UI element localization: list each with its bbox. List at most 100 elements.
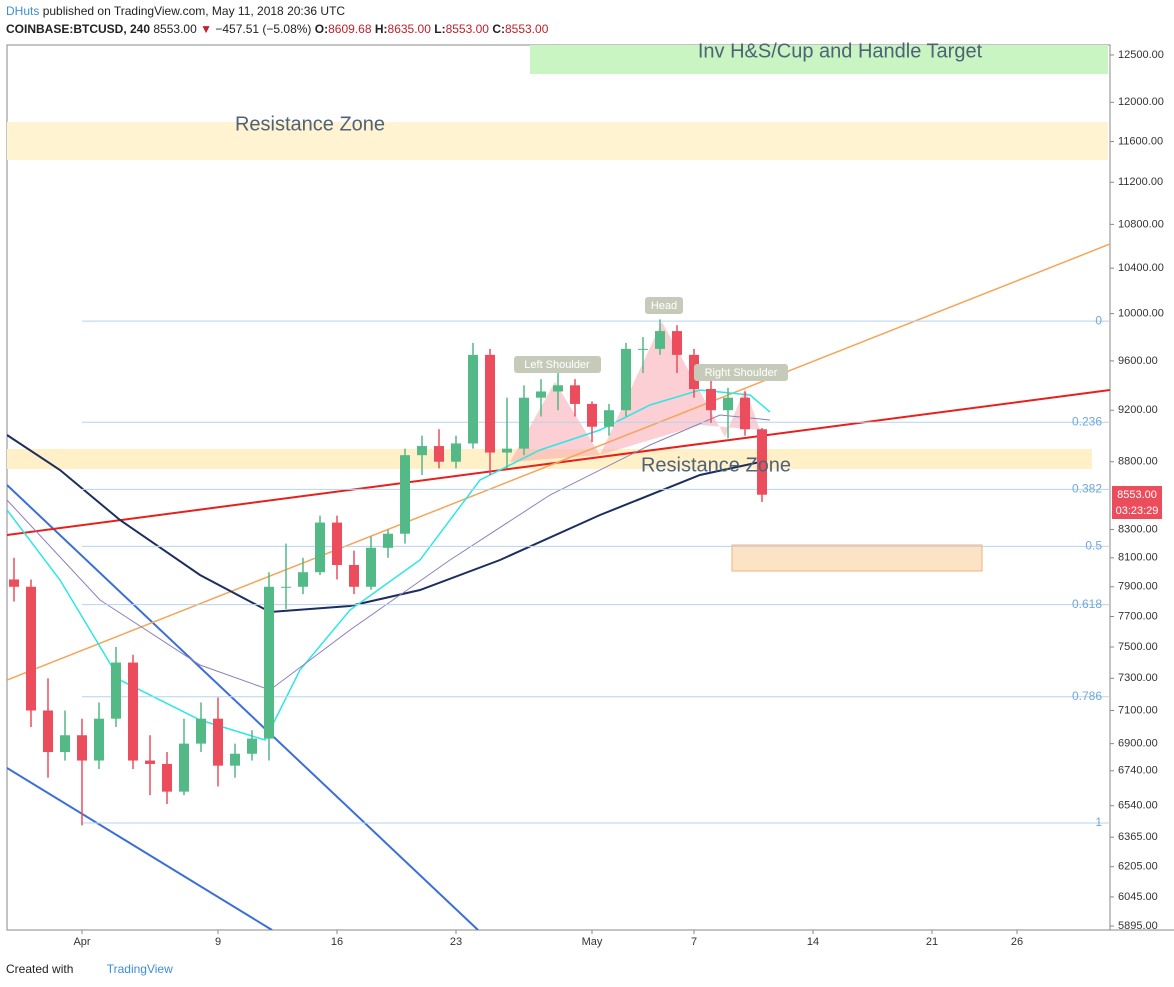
candle-body: [706, 388, 716, 411]
candle-body: [740, 397, 750, 430]
y-tick-label: 7900.00: [1118, 581, 1158, 593]
y-tick-label: 5895.00: [1118, 920, 1158, 932]
candle-body: [655, 331, 665, 349]
timer-text: 03:23:29: [1116, 505, 1159, 517]
candle-body: [604, 410, 614, 427]
c-label: C:: [492, 22, 505, 36]
x-tick-label: 16: [331, 936, 343, 948]
candle-body: [60, 735, 70, 753]
x-tick-label: 26: [1011, 936, 1023, 948]
author[interactable]: DHuts: [6, 4, 40, 18]
y-tick-label: 6900.00: [1118, 738, 1158, 750]
target-zone: [530, 45, 1108, 74]
fib-label: 1: [1095, 815, 1102, 829]
y-tick-label: 11600.00: [1118, 135, 1163, 147]
fib-label: 0.786: [1072, 689, 1102, 703]
candle-body: [638, 348, 648, 350]
candle-body: [298, 572, 308, 587]
y-tick-label: 6740.00: [1118, 765, 1158, 777]
y-tick-label: 12500.00: [1118, 49, 1164, 61]
fib-label: 0.5: [1085, 539, 1102, 553]
y-tick-label: 10800.00: [1118, 218, 1164, 230]
annotation: Right Shoulder: [705, 367, 778, 379]
y-tick-label: 10400.00: [1118, 262, 1164, 274]
resistance-zone: [7, 449, 1092, 469]
resistance-zone: [7, 122, 1108, 160]
candle-body: [757, 429, 767, 495]
y-tick-label: 8800.00: [1118, 456, 1158, 468]
candle-body: [723, 397, 733, 411]
candle-body: [43, 710, 53, 753]
plot-layer: [7, 45, 1110, 930]
candle-body: [77, 735, 87, 761]
candle-body: [349, 564, 359, 587]
y-tick-label: 7300.00: [1118, 672, 1158, 684]
y-tick-label: 12000.00: [1118, 96, 1164, 108]
candle-body: [468, 354, 478, 444]
symbol: COINBASE:BTCUSD, 240: [6, 22, 151, 36]
x-tick-label: May: [582, 936, 603, 948]
pattern-fill: [510, 322, 760, 462]
x-tick-label: 14: [807, 936, 819, 948]
x-tick-label: 23: [450, 936, 462, 948]
brand[interactable]: TradingView: [106, 962, 173, 976]
candle-body: [434, 446, 444, 462]
candle-body: [94, 718, 104, 761]
annotation: Resistance Zone: [641, 454, 791, 476]
fib-label: 0.382: [1072, 481, 1102, 495]
candle-body: [213, 718, 223, 766]
candle-body: [230, 753, 240, 766]
published: published on TradingView.com, May 11, 20…: [42, 4, 346, 18]
price-badge-text: 8553.00: [1117, 489, 1157, 501]
footer: Created with TradingView: [6, 962, 173, 976]
candle-body: [383, 533, 393, 548]
candle-body: [417, 446, 427, 456]
annotation: Left Shoulder: [524, 359, 590, 371]
candle-body: [332, 522, 342, 565]
y-tick-label: 9600.00: [1118, 355, 1158, 367]
y-tick-label: 9200.00: [1118, 404, 1158, 416]
candle-body: [247, 738, 257, 754]
candle-body: [536, 391, 546, 398]
price-badge: [1112, 486, 1162, 503]
candle-body: [366, 547, 376, 587]
y-tick-label: 11200.00: [1118, 176, 1163, 188]
y-tick-label: 7500.00: [1118, 641, 1158, 653]
x-tick-label: 7: [691, 936, 697, 948]
candle-body: [400, 455, 410, 534]
candle-body: [587, 403, 597, 427]
fib-label: 0.236: [1072, 414, 1102, 428]
plot-frame: [6, 44, 1111, 931]
candle-body: [264, 586, 274, 739]
candle-body: [128, 662, 138, 761]
y-tick-label: 7100.00: [1118, 704, 1158, 716]
timer-badge: [1112, 503, 1162, 519]
candle-body: [672, 331, 682, 355]
change: −457.51 (−5.08%): [215, 22, 312, 36]
o: 8609.68: [328, 22, 372, 36]
label-bg: [645, 297, 683, 314]
y-tick-label: 6365.00: [1118, 831, 1158, 843]
candle-body: [26, 586, 36, 711]
header-line: DHuts published on TradingView.com, May …: [6, 4, 345, 18]
y-tick-label: 10000.00: [1118, 307, 1164, 319]
channel-line: [7, 484, 479, 930]
moving-average: [7, 389, 771, 741]
fib-label: 0: [1095, 313, 1102, 327]
channel-line: [7, 767, 273, 930]
y-tick-label: 8300.00: [1118, 523, 1158, 535]
label-bg: [514, 356, 601, 373]
candle-body: [315, 522, 325, 573]
trend-line: [7, 243, 1110, 681]
candle-body: [553, 385, 563, 392]
candle-body: [570, 385, 580, 404]
x-tick-label: Apr: [73, 936, 90, 948]
candle-body: [485, 354, 495, 453]
h-label: H:: [374, 22, 388, 36]
l-label: L:: [434, 22, 446, 36]
candle-body: [196, 718, 206, 744]
y-tick-label: 6205.00: [1118, 861, 1158, 873]
x-tick-label: 9: [215, 936, 221, 948]
